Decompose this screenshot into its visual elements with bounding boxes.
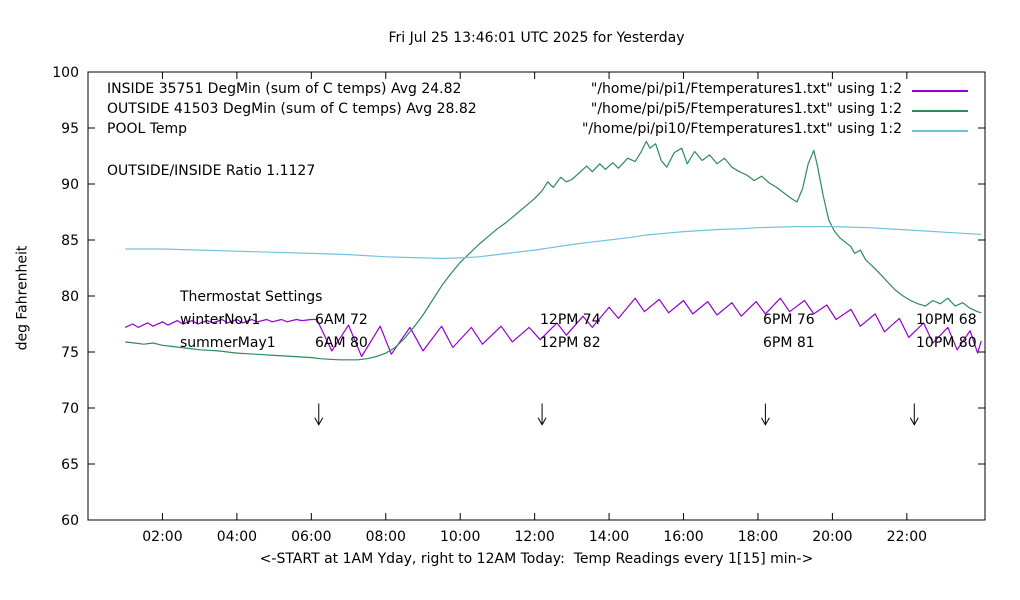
x-tick-label: 18:00 xyxy=(738,529,778,545)
y-tick-label: 80 xyxy=(61,289,79,305)
legend-row-outside: OUTSIDE 41503 DegMin (sum of C temps) Av… xyxy=(0,101,1020,121)
y-tick-label: 75 xyxy=(61,345,79,361)
x-axis-label: <-START at 1AM Yday, right to 12AM Today… xyxy=(259,551,814,567)
thermostat-winter-6am: 6AM 72 xyxy=(315,312,368,328)
legend-file-inside: "/home/pi/pi1/Ftemperatures1.txt" using … xyxy=(590,81,902,97)
time-arrow-head xyxy=(909,417,919,426)
thermostat-winter-10pm: 10PM 68 xyxy=(916,312,977,328)
x-tick-label: 16:00 xyxy=(663,529,703,545)
series-outside xyxy=(125,140,982,361)
thermostat-summer-6am: 6AM 80 xyxy=(315,335,368,351)
x-tick-label: 04:00 xyxy=(217,529,257,545)
chart-title: Fri Jul 25 13:46:01 UTC 2025 for Yesterd… xyxy=(388,30,685,46)
legend-label-pool: POOL Temp xyxy=(107,121,188,137)
thermostat-settings-heading: Thermostat Settings xyxy=(180,289,323,305)
y-tick-label: 100 xyxy=(52,65,79,81)
y-tick-label: 70 xyxy=(61,401,79,417)
time-arrow-head xyxy=(537,417,547,426)
thermostat-winter-12pm: 12PM 74 xyxy=(540,312,601,328)
thermostat-summer-6pm: 6PM 81 xyxy=(763,335,815,351)
x-tick-label: 22:00 xyxy=(887,529,927,545)
legend-label-inside: INSIDE 35751 DegMin (sum of C temps) Avg… xyxy=(107,81,462,97)
time-arrow-head xyxy=(314,417,324,426)
legend-file-outside: "/home/pi/pi5/Ftemperatures1.txt" using … xyxy=(590,101,902,117)
x-tick-label: 14:00 xyxy=(589,529,629,545)
time-arrow-head xyxy=(760,417,770,426)
outside-inside-ratio-annotation: OUTSIDE/INSIDE Ratio 1.1127 xyxy=(107,163,316,179)
legend-line-sample-inside xyxy=(912,90,968,92)
thermostat-winter-label: winterNov1 xyxy=(180,312,261,328)
thermostat-summer-10pm: 10PM 80 xyxy=(916,335,977,351)
y-tick-label: 95 xyxy=(61,121,79,137)
y-tick-label: 60 xyxy=(61,513,79,529)
x-tick-label: 06:00 xyxy=(291,529,331,545)
legend-line-sample-outside xyxy=(912,110,968,112)
series-pool xyxy=(125,226,982,260)
y-tick-label: 65 xyxy=(61,457,79,473)
thermostat-summer-label: summerMay1 xyxy=(180,335,276,351)
legend-row-pool: POOL Temp "/home/pi/pi10/Ftemperatures1.… xyxy=(0,121,1020,141)
series-inside xyxy=(124,297,982,358)
y-tick-label: 85 xyxy=(61,233,79,249)
x-tick-label: 02:00 xyxy=(142,529,182,545)
x-tick-label: 12:00 xyxy=(514,529,554,545)
legend-file-pool: "/home/pi/pi10/Ftemperatures1.txt" using… xyxy=(581,121,902,137)
thermostat-summer-12pm: 12PM 82 xyxy=(540,335,601,351)
y-tick-label: 90 xyxy=(61,177,79,193)
legend-line-sample-pool xyxy=(912,130,968,132)
legend-label-outside: OUTSIDE 41503 DegMin (sum of C temps) Av… xyxy=(107,101,477,117)
thermostat-winter-6pm: 6PM 76 xyxy=(763,312,815,328)
x-tick-label: 10:00 xyxy=(440,529,480,545)
x-tick-label: 20:00 xyxy=(812,529,852,545)
legend-row-inside: INSIDE 35751 DegMin (sum of C temps) Avg… xyxy=(0,81,1020,101)
x-tick-label: 08:00 xyxy=(366,529,406,545)
